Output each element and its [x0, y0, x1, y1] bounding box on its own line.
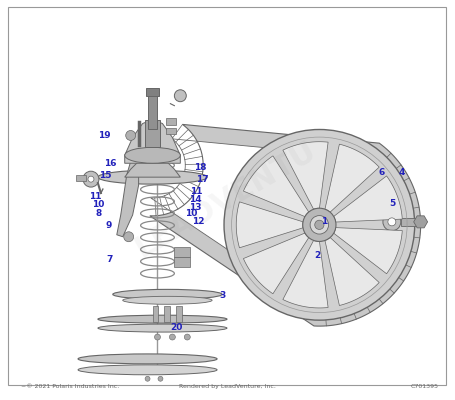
Text: 13: 13 — [189, 203, 201, 212]
Text: 14: 14 — [189, 195, 201, 204]
Ellipse shape — [98, 324, 227, 332]
Polygon shape — [117, 147, 139, 237]
FancyBboxPatch shape — [167, 128, 177, 134]
Circle shape — [383, 213, 401, 231]
Text: 10: 10 — [91, 200, 104, 209]
Polygon shape — [325, 238, 379, 306]
Text: 11: 11 — [191, 187, 203, 196]
Polygon shape — [243, 233, 309, 294]
Text: 3: 3 — [220, 291, 226, 300]
Circle shape — [158, 376, 163, 381]
FancyBboxPatch shape — [146, 88, 159, 96]
Text: ~© 2021 Polaris Industries Inc.: ~© 2021 Polaris Industries Inc. — [21, 384, 120, 389]
Circle shape — [145, 376, 150, 381]
Circle shape — [388, 218, 396, 226]
Ellipse shape — [98, 315, 227, 323]
Text: 10: 10 — [185, 210, 197, 218]
Ellipse shape — [78, 354, 217, 364]
FancyBboxPatch shape — [152, 306, 158, 322]
Text: 11: 11 — [89, 192, 102, 200]
Text: 12: 12 — [192, 217, 204, 226]
Circle shape — [83, 171, 99, 187]
FancyBboxPatch shape — [147, 94, 157, 130]
FancyBboxPatch shape — [174, 247, 190, 257]
Text: 19: 19 — [98, 131, 111, 140]
Polygon shape — [236, 202, 303, 248]
Polygon shape — [150, 124, 421, 326]
Polygon shape — [151, 139, 403, 308]
Circle shape — [88, 176, 94, 182]
Text: 5: 5 — [389, 200, 395, 208]
Text: 17: 17 — [197, 175, 209, 184]
FancyBboxPatch shape — [164, 306, 171, 322]
Text: 15: 15 — [99, 171, 112, 180]
Polygon shape — [243, 156, 309, 216]
Polygon shape — [334, 228, 402, 274]
Text: 16: 16 — [104, 159, 116, 168]
Circle shape — [155, 334, 161, 340]
FancyBboxPatch shape — [76, 175, 86, 181]
FancyBboxPatch shape — [401, 218, 421, 226]
Text: 18: 18 — [194, 163, 207, 172]
FancyBboxPatch shape — [174, 257, 190, 266]
Circle shape — [303, 208, 336, 242]
FancyBboxPatch shape — [145, 120, 161, 147]
Text: Rendered by LeadVenture, Inc.: Rendered by LeadVenture, Inc. — [178, 384, 275, 389]
FancyBboxPatch shape — [167, 118, 177, 124]
Text: 8: 8 — [96, 210, 102, 218]
Circle shape — [174, 90, 186, 102]
Ellipse shape — [113, 289, 222, 299]
Polygon shape — [325, 144, 379, 212]
FancyBboxPatch shape — [8, 7, 446, 385]
Text: 2: 2 — [315, 251, 321, 260]
Ellipse shape — [98, 170, 207, 184]
Text: 9: 9 — [106, 221, 112, 230]
Text: 1: 1 — [322, 217, 328, 226]
Circle shape — [124, 232, 134, 242]
Text: 4: 4 — [398, 168, 404, 177]
Polygon shape — [125, 155, 180, 177]
Polygon shape — [283, 240, 328, 308]
Text: 7: 7 — [107, 255, 113, 264]
Text: 6: 6 — [378, 168, 384, 177]
Ellipse shape — [123, 296, 212, 304]
Circle shape — [169, 334, 175, 340]
Polygon shape — [125, 120, 180, 163]
Circle shape — [310, 216, 329, 234]
Ellipse shape — [78, 365, 217, 375]
Circle shape — [126, 130, 136, 140]
Polygon shape — [414, 216, 428, 228]
Circle shape — [184, 334, 190, 340]
Circle shape — [315, 220, 324, 230]
FancyBboxPatch shape — [177, 306, 182, 322]
Polygon shape — [334, 176, 402, 222]
Circle shape — [224, 130, 415, 320]
Ellipse shape — [125, 147, 180, 163]
Text: C701395: C701395 — [410, 384, 439, 389]
Text: LEADVENTU: LEADVENTU — [129, 136, 321, 264]
Text: 20: 20 — [171, 323, 183, 332]
Polygon shape — [283, 142, 328, 209]
